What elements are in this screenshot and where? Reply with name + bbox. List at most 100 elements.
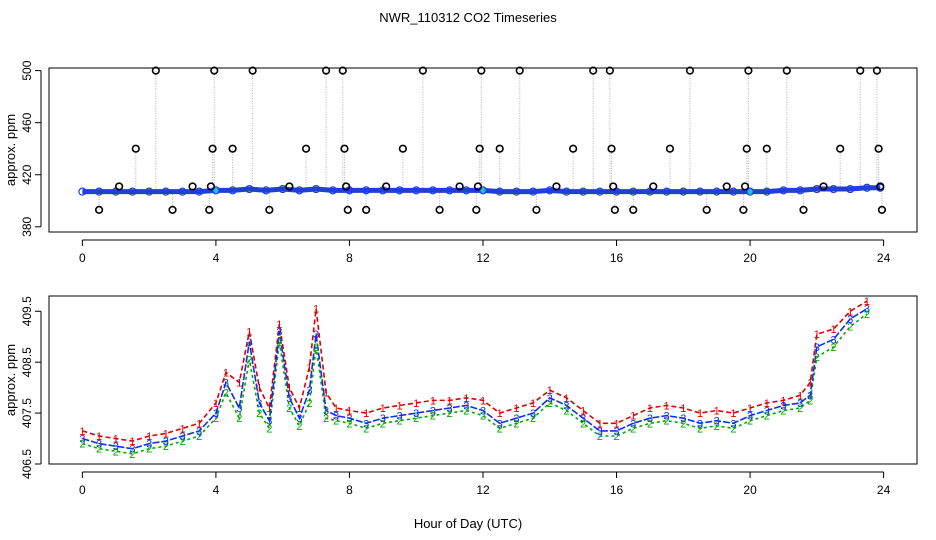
series-3-point: 3 bbox=[697, 418, 703, 430]
spike-point bbox=[321, 66, 331, 75]
spike-point bbox=[473, 182, 483, 191]
series-3-point: 3 bbox=[430, 406, 436, 418]
series-1-point: 1 bbox=[196, 418, 202, 430]
x-tick-label: 24 bbox=[877, 251, 891, 265]
series-2-point: 2 bbox=[680, 418, 686, 430]
spike-point bbox=[94, 205, 104, 214]
series-1-point: 1 bbox=[333, 403, 339, 415]
baseline-point bbox=[178, 187, 187, 196]
y-tick-label: 409.5 bbox=[20, 296, 34, 326]
baseline-point bbox=[245, 184, 254, 194]
series-1-point: 1 bbox=[697, 408, 703, 420]
x-tick-label: 0 bbox=[79, 483, 86, 497]
series-2-point: 2 bbox=[547, 398, 553, 410]
series-2-point: 2 bbox=[363, 423, 369, 435]
series-2-point: 2 bbox=[380, 418, 386, 430]
baseline-point bbox=[278, 184, 287, 194]
spike-point bbox=[435, 205, 444, 214]
spike-point bbox=[342, 182, 351, 191]
spike-point bbox=[151, 66, 160, 75]
x-tick-label: 16 bbox=[610, 251, 624, 265]
spike-point bbox=[665, 144, 675, 153]
series-3-point: 3 bbox=[146, 439, 152, 451]
baseline-point bbox=[128, 187, 137, 196]
spike-point bbox=[782, 66, 791, 75]
series-1-point: 1 bbox=[463, 393, 469, 405]
series-3-point: 3 bbox=[196, 426, 202, 438]
series-2-point: 2 bbox=[480, 411, 486, 423]
series-1-point: 1 bbox=[179, 423, 185, 435]
series-2-point: 2 bbox=[647, 418, 653, 430]
spike-point bbox=[649, 182, 658, 191]
series-3-point: 3 bbox=[286, 393, 292, 405]
spike-point bbox=[799, 205, 808, 214]
spike-point bbox=[265, 205, 274, 214]
series-3-point: 3 bbox=[680, 413, 686, 425]
series-3-point: 3 bbox=[129, 444, 135, 456]
series-1-point: 1 bbox=[864, 296, 870, 308]
series-3-point: 3 bbox=[113, 441, 119, 453]
series-1-point: 1 bbox=[430, 395, 436, 407]
x-tick-label: 8 bbox=[346, 251, 353, 265]
series-3-point: 3 bbox=[847, 314, 853, 326]
spike-point bbox=[589, 66, 598, 75]
series-1-point: 1 bbox=[276, 319, 282, 331]
series-3-point: 3 bbox=[333, 411, 339, 423]
series-2-point: 2 bbox=[396, 416, 402, 428]
spike-point bbox=[856, 66, 865, 75]
series-1-point: 1 bbox=[129, 436, 135, 448]
series-3-point: 3 bbox=[276, 327, 282, 339]
series-3-point: 3 bbox=[547, 393, 553, 405]
spike-point bbox=[206, 182, 216, 191]
baseline-point bbox=[395, 186, 404, 195]
series-1-line bbox=[82, 300, 868, 442]
series-2-point: 2 bbox=[113, 446, 119, 458]
series-1-point: 1 bbox=[96, 431, 102, 443]
series-3-point: 3 bbox=[580, 413, 586, 425]
baseline-point bbox=[779, 186, 788, 195]
series-2-point: 2 bbox=[797, 403, 803, 415]
spike-point bbox=[343, 205, 352, 214]
baseline-point bbox=[862, 183, 872, 192]
series-2-point: 2 bbox=[563, 406, 569, 418]
spike-point bbox=[188, 182, 197, 191]
baseline-point bbox=[362, 186, 371, 195]
series-1-point: 1 bbox=[163, 428, 169, 440]
baseline-point bbox=[662, 187, 671, 196]
series-3-point: 3 bbox=[396, 411, 402, 423]
baseline-point bbox=[579, 187, 588, 196]
series-1-point: 1 bbox=[680, 403, 686, 415]
series-2-point: 2 bbox=[697, 423, 703, 435]
series-2-point: 2 bbox=[129, 449, 135, 461]
spike-point bbox=[115, 182, 124, 191]
x-tick-label: 0 bbox=[79, 251, 86, 265]
baseline-point bbox=[796, 186, 805, 195]
spike-point bbox=[685, 66, 695, 75]
spike-point bbox=[610, 205, 619, 214]
series-3-line bbox=[82, 308, 868, 450]
series-2-point: 2 bbox=[79, 439, 85, 451]
y-tick-label: 500 bbox=[20, 60, 34, 80]
series-1-point: 1 bbox=[630, 411, 636, 423]
series-2-point: 2 bbox=[96, 444, 102, 456]
plot-frame-bottom bbox=[48, 295, 918, 465]
y-tick-label: 380 bbox=[20, 216, 34, 236]
series-2-point: 2 bbox=[256, 408, 262, 420]
series-1-point: 1 bbox=[79, 426, 85, 438]
series-1-point: 1 bbox=[286, 383, 292, 395]
baseline-point bbox=[311, 184, 321, 194]
baseline-point bbox=[145, 187, 154, 196]
y-tick-label: 420 bbox=[20, 164, 34, 184]
spike-point bbox=[876, 182, 885, 191]
series-2-point: 2 bbox=[747, 416, 753, 428]
series-2-point: 2 bbox=[630, 423, 636, 435]
series-2-point: 2 bbox=[814, 352, 820, 364]
spike-point bbox=[629, 205, 638, 214]
spike-point bbox=[205, 205, 214, 214]
spike-point bbox=[382, 182, 391, 191]
series-3-point: 3 bbox=[313, 329, 319, 341]
baseline-point bbox=[462, 186, 471, 195]
series-3-point: 3 bbox=[306, 385, 312, 397]
series-2-point: 2 bbox=[313, 342, 319, 354]
series-3-point: 3 bbox=[764, 406, 770, 418]
